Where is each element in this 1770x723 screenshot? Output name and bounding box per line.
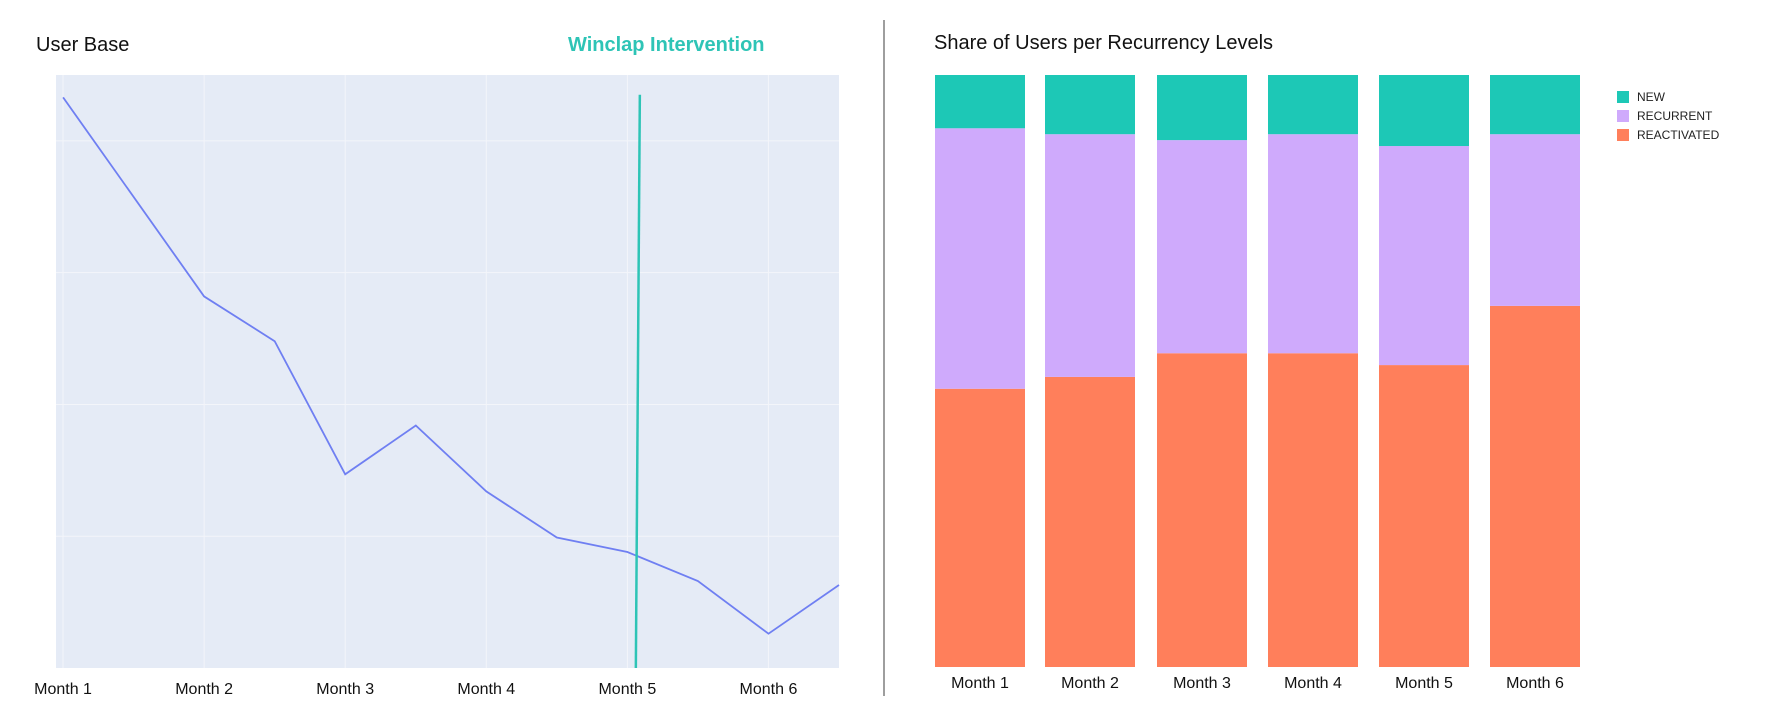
legend-swatch-new <box>1617 90 1629 103</box>
panel-divider <box>883 20 885 696</box>
legend-label-recurrent: RECURRENT <box>1637 108 1713 123</box>
bar-recurrent <box>1379 146 1469 366</box>
legend-swatch-recurrent <box>1617 109 1629 122</box>
bar-reactivated <box>1045 376 1135 667</box>
intervention-label: Winclap Intervention <box>568 34 765 56</box>
bar-reactivated <box>1268 353 1358 667</box>
x-tick-label: Month 1 <box>34 681 92 698</box>
bar-x-tick-label: Month 1 <box>951 675 1009 692</box>
legend: NEW RECURRENT REACTIVATED <box>1617 87 1719 144</box>
bar-x-tick-label: Month 2 <box>1061 675 1119 692</box>
bar-new <box>1045 75 1135 135</box>
bar-x-tick-label: Month 6 <box>1506 675 1564 692</box>
line-plot-area <box>56 75 839 668</box>
x-tick-label: Month 5 <box>598 681 656 698</box>
bar-recurrent <box>1045 134 1135 377</box>
x-tick-label: Month 6 <box>740 681 798 698</box>
x-tick-label: Month 2 <box>175 681 233 698</box>
bar-x-tick-label: Month 3 <box>1173 675 1231 692</box>
share-title: Share of Users per Recurrency Levels <box>934 32 1274 54</box>
x-tick-label: Month 3 <box>316 681 374 698</box>
bar-reactivated <box>1379 365 1469 667</box>
user-base-title: User Base <box>36 34 130 56</box>
bar-reactivated <box>935 388 1025 667</box>
bar-new <box>935 75 1025 129</box>
bar-recurrent <box>1268 134 1358 354</box>
bar-new <box>1379 75 1469 147</box>
bar-reactivated <box>1157 353 1247 667</box>
legend-item-recurrent: RECURRENT <box>1617 106 1719 125</box>
bar-x-tick-label: Month 4 <box>1284 675 1342 692</box>
user-base-line <box>62 96 840 635</box>
legend-swatch-reactivated <box>1617 128 1629 141</box>
bar-recurrent <box>1157 140 1247 354</box>
bar-recurrent <box>1490 134 1580 306</box>
bar-new <box>1157 75 1247 141</box>
intervention-line <box>634 94 642 669</box>
legend-item-reactivated: REACTIVATED <box>1617 125 1719 144</box>
bar-x-tick-label: Month 5 <box>1395 675 1453 692</box>
legend-label-new: NEW <box>1637 89 1665 104</box>
bar-reactivated <box>1490 305 1580 667</box>
legend-item-new: NEW <box>1617 87 1719 106</box>
x-tick-label: Month 4 <box>457 681 515 698</box>
legend-label-reactivated: REACTIVATED <box>1637 127 1720 142</box>
bar-recurrent <box>935 128 1025 389</box>
bar-new <box>1490 75 1580 135</box>
bar-new <box>1268 75 1358 135</box>
